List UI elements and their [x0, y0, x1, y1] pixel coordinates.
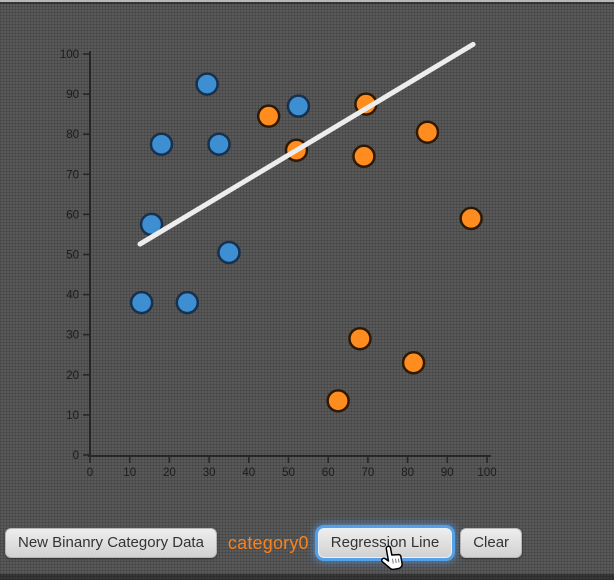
- x-tick-label: 20: [163, 467, 176, 479]
- clear-button[interactable]: Clear: [460, 528, 523, 558]
- y-tick-label: 40: [66, 290, 79, 302]
- regression-line: [137, 41, 476, 247]
- x-tick-label: 60: [322, 467, 335, 479]
- x-tick-label: 90: [441, 467, 454, 479]
- y-tick-label: 30: [66, 330, 79, 342]
- x-tick-label: 80: [401, 467, 414, 479]
- category-orange-point: [256, 104, 281, 128]
- toolbar: New Binanry Category Data category0 Regr…: [5, 528, 523, 558]
- y-tick-label: 20: [66, 370, 79, 382]
- x-tick-label: 50: [282, 467, 295, 479]
- category-label: category0: [227, 532, 309, 553]
- category-blue-point: [195, 72, 219, 96]
- category-blue-point: [207, 132, 231, 156]
- y-tick-label: 100: [60, 49, 79, 61]
- x-tick-label: 70: [362, 467, 375, 479]
- x-tick-label: 30: [203, 467, 216, 479]
- x-tick-label: 100: [477, 467, 496, 479]
- bottom-edge: [0, 574, 614, 580]
- y-tick-label: 80: [66, 129, 79, 141]
- top-edge-highlight: [0, 0, 614, 2]
- y-tick-label: 60: [66, 209, 79, 221]
- top-edge-shadow: [0, 2, 614, 4]
- category-blue-point: [217, 240, 241, 265]
- category-blue-point: [286, 94, 311, 118]
- y-tick-label: 70: [66, 169, 79, 181]
- category-orange-point: [326, 389, 350, 413]
- x-tick-label: 0: [87, 467, 93, 479]
- category-orange-point: [415, 120, 440, 144]
- x-tick-label: 10: [123, 467, 136, 479]
- new-binary-category-data-button[interactable]: New Binanry Category Data: [5, 528, 217, 558]
- category-orange-point: [348, 326, 372, 351]
- category-orange-point: [401, 351, 426, 375]
- category-orange-point: [352, 144, 376, 169]
- y-tick-label: 10: [66, 410, 79, 422]
- category-blue-point: [129, 290, 154, 315]
- category-blue-point: [149, 132, 174, 156]
- scatter-plot: 0 10 20 30 40 50 60 70 80 90 100 0 10 20 30 40 50 60 70 80 9…: [60, 41, 497, 479]
- category-blue-point: [175, 290, 200, 315]
- y-tick-label: 90: [66, 89, 79, 101]
- category-orange-point: [459, 206, 483, 231]
- y-tick-label: 50: [66, 250, 79, 262]
- x-tick-label: 40: [242, 467, 255, 479]
- y-tick-label: 0: [73, 450, 79, 462]
- regression-line-button[interactable]: Regression Line: [317, 528, 453, 558]
